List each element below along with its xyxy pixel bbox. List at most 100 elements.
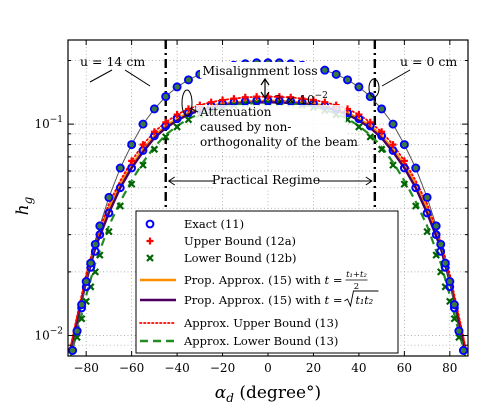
x-tick-label: −20: [210, 361, 235, 375]
exact-marker-u0: [115, 183, 125, 193]
prop-approx-frac-line: [69, 99, 467, 351]
exact-marker-u14: [86, 258, 96, 268]
lower-bound-marker: [161, 133, 170, 141]
legend-box: [135, 210, 399, 354]
annotations: u = 14 cm u = 0 cm Misalignment loss 3 × 10…: [80, 54, 457, 188]
exact-marker-u14: [343, 75, 353, 85]
x-axis: −80 −60 −40 −20 0 20 40 60 80: [74, 40, 457, 375]
upper-bound-marker: [355, 111, 363, 119]
lower-bound-marker: [139, 161, 147, 169]
lower-bound-marker: [455, 333, 463, 342]
legend-label: Approx. Lower Bound (13): [183, 334, 338, 348]
exact-marker-u14: [431, 221, 441, 231]
lower-bound-marker: [389, 161, 397, 169]
lower-bound-marker: [355, 123, 363, 131]
exact-marker-u14: [320, 65, 330, 75]
exact-marker-u14: [149, 104, 159, 114]
exact-marker-u14: [411, 163, 421, 173]
u0-arrow: [381, 69, 411, 87]
y-tick-label: 10−2: [34, 327, 63, 343]
exact-marker-u14: [172, 82, 182, 92]
exact-marker-u14: [183, 75, 193, 85]
lower-bound-marker: [150, 145, 159, 154]
lower-bound-marker: [116, 202, 125, 210]
x-tick-label: 20: [306, 361, 321, 375]
exact-marker-u0: [431, 230, 441, 240]
x-tick-label: 40: [351, 361, 366, 375]
lower-bound-marker: [252, 99, 261, 107]
lower-bound-marker: [366, 133, 375, 141]
u0-ellipse: [368, 78, 380, 98]
lower-bound-marker: [275, 99, 284, 107]
legend: Exact (11) Upper Bound (12a) Lower Bound (…: [135, 210, 399, 354]
upper-bound-marker: [287, 93, 295, 101]
y-axis-label: hg: [13, 196, 35, 215]
x-tick-label: −60: [119, 361, 144, 375]
upper-bound-marker: [389, 141, 397, 149]
upper-bound-marker: [230, 95, 238, 103]
exact-marker-u0: [127, 163, 137, 173]
annotation-misalignment: Misalignment loss: [202, 63, 317, 78]
practical-head-left: [167, 176, 176, 186]
exact-marker-u14: [90, 239, 100, 249]
u14-arrow: [124, 69, 151, 87]
exact-marker-u14: [388, 119, 398, 129]
annotation-u14: u = 14 cm: [80, 54, 145, 69]
lower-bound-marker: [450, 314, 459, 323]
exact-marker-u14: [449, 300, 459, 310]
legend-label: Prop. Approx. (15) with t =: [184, 293, 342, 307]
exact-marker-u14: [399, 140, 409, 150]
exact-marker-u14: [138, 119, 148, 129]
upper-bound-marker: [309, 96, 317, 104]
lower-bound-marker: [377, 145, 386, 154]
upper-bound-marker: [219, 96, 227, 104]
legend-marker: [146, 237, 154, 245]
misalignment-bg: [200, 62, 320, 78]
y-tick-label: 10−1: [34, 115, 63, 131]
exact-marker-u14: [115, 163, 125, 173]
upper-bound-marker: [321, 98, 329, 106]
x-tick-label: 80: [442, 361, 457, 375]
legend-label: Lower Bound (12b): [184, 251, 297, 265]
exact-marker-u14: [445, 277, 455, 287]
exact-marker-u0: [422, 208, 432, 218]
exact-marker-u14: [68, 345, 78, 355]
upper-bound-marker: [298, 95, 306, 103]
legend-label: Exact (11): [184, 217, 244, 231]
lower-bound-marker: [77, 314, 86, 323]
gap-arrowheads: [260, 77, 270, 100]
exact-marker-u14: [331, 69, 341, 79]
upper-bound-marker: [150, 128, 158, 136]
x-tick-label: −80: [74, 361, 99, 375]
upper-bound-marker: [162, 118, 170, 126]
upper-bound-marker: [207, 98, 215, 106]
lower-bound-marker: [173, 123, 181, 131]
upper-bound-marker: [128, 157, 136, 165]
exact-marker-u14: [81, 277, 91, 287]
lower-bound-marker: [184, 115, 193, 124]
exact-marker-u14: [354, 82, 364, 92]
lower-bound-marker: [423, 227, 431, 236]
exact-marker-u14: [161, 92, 171, 102]
upper-bound-marker: [378, 128, 386, 136]
exact-marker-u14: [72, 326, 82, 336]
exact-marker-u14: [104, 192, 114, 202]
lower-bound-marker: [105, 227, 113, 236]
exact-marker-u14: [454, 326, 464, 336]
x-tick-label: 60: [397, 361, 412, 375]
exact-marker-u14: [436, 239, 446, 249]
exact-marker-u0: [411, 183, 421, 193]
attenuation-ellipse: [181, 89, 193, 117]
legend-label: Prop. Approx. (15) with t =: [184, 273, 342, 287]
x-axis-label: αd (degree°): [215, 383, 321, 405]
lower-bound-marker: [127, 180, 136, 188]
annotation-attenuation-line: caused by non-: [200, 120, 291, 134]
annotation-practical: Practical Regime: [212, 172, 320, 187]
exact-marker-u14: [95, 221, 105, 231]
x-tick-label: 0: [264, 361, 272, 375]
legend-marker: [146, 254, 154, 262]
legend-frac-num: t₁+t₂: [346, 270, 367, 280]
exact-marker-u14: [77, 300, 87, 310]
upper-bound-marker: [253, 93, 261, 101]
